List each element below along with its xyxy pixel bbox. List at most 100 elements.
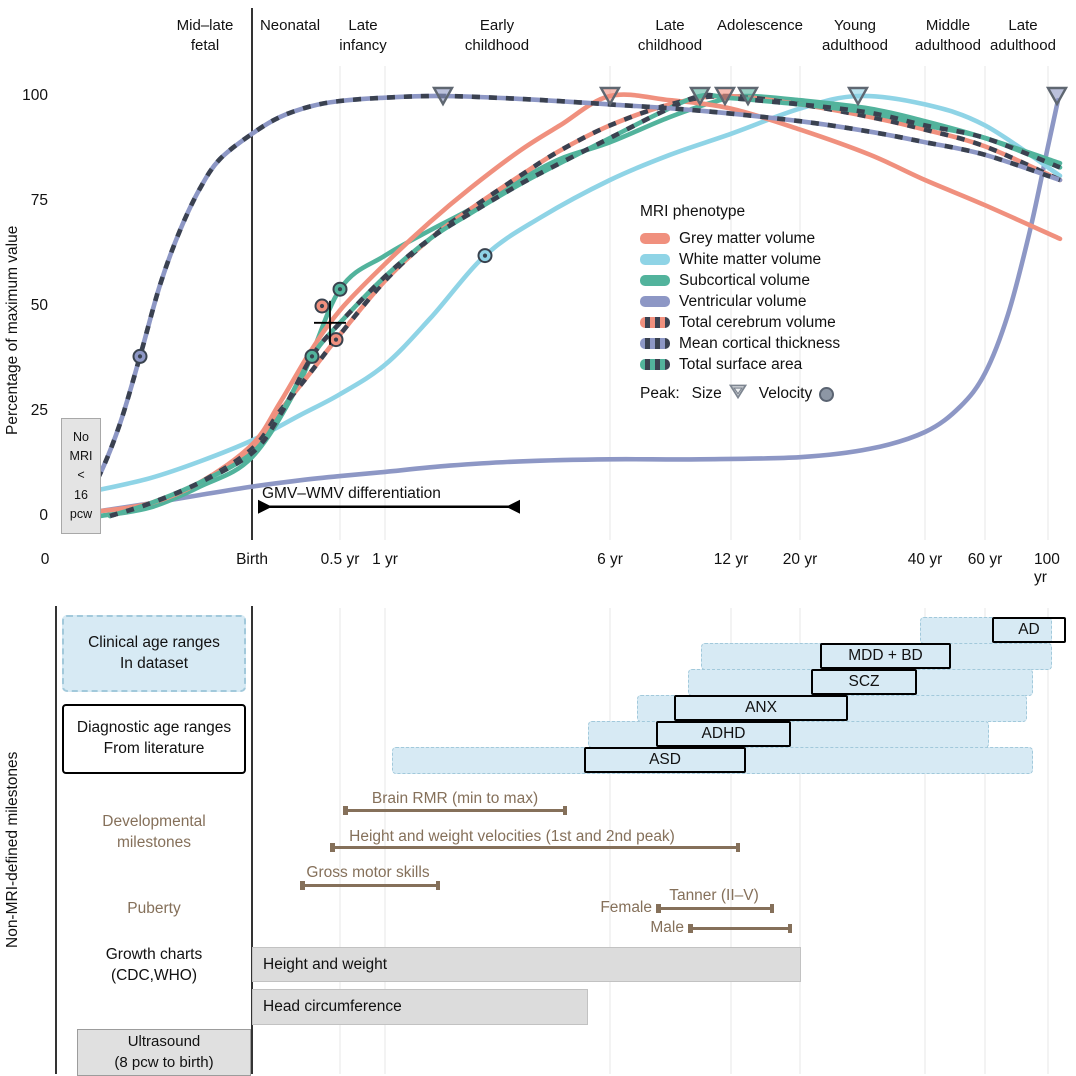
peak-size-marker-subcortical-volume <box>736 86 760 107</box>
striped-swatch-icon <box>640 338 670 349</box>
life-stage-label: Late infancy <box>339 17 387 54</box>
life-stage-label: Young adulthood <box>822 17 888 54</box>
x-tick-label: 40 yr <box>907 551 943 568</box>
y-tick-label: 50 <box>30 297 48 314</box>
solid-swatch-icon <box>640 254 670 265</box>
life-stage-label: Adolescence <box>717 17 803 34</box>
milestone-label-tanner-ii-v: Tanner (II–V) <box>669 887 759 904</box>
no-mri-note: No MRI < 16 pcw <box>61 418 101 534</box>
legend-item: White matter volume <box>640 249 840 270</box>
peak-velocity-center-total-cerebrum-volume <box>333 337 339 342</box>
legend-item: Grey matter volume <box>640 228 840 249</box>
life-stage-label: Middle adulthood <box>915 17 981 54</box>
life-stage-label: Neonatal <box>259 17 321 34</box>
milestone-range-brain-rmr-min-to-max <box>343 806 567 815</box>
x-tick-label: 12 yr <box>713 551 749 568</box>
clinical-age-ranges-legend: Clinical age ranges In dataset <box>62 615 246 692</box>
peak-velocity-center-grey-matter-volume <box>319 303 325 309</box>
curve-white-matter-volume <box>92 93 1063 494</box>
legend-item-label: Mean cortical thickness <box>679 334 841 352</box>
x-tick-label: 0 <box>40 551 50 568</box>
milestone-label-height-and-weight-velocities-1st-and-2nd-peak: Height and weight velocities (1st and 2n… <box>349 828 675 845</box>
peak-size-marker-grey-matter-volume <box>598 86 622 107</box>
diagnostic-age-ranges-legend: Diagnostic age ranges From literature <box>62 704 246 774</box>
peak-size-marker-total-cerebrum-volume <box>713 86 737 107</box>
legend-item: Total cerebrum volume <box>640 312 840 333</box>
x-tick-label: 100 yr <box>1034 551 1060 586</box>
solid-swatch-icon <box>640 296 670 307</box>
y-tick-label: 25 <box>30 402 48 419</box>
disorder-band-scz <box>688 669 1033 696</box>
legend-item: Subcortical volume <box>640 270 840 291</box>
milestone-label-gross-motor-skills: Gross motor skills <box>306 864 430 881</box>
peak-velocity-circle-icon <box>819 386 835 402</box>
legend-item: Mean cortical thickness <box>640 333 840 354</box>
legend-item-label: White matter volume <box>679 250 822 268</box>
mri-phenotype-legend: MRI phenotype Grey matter volume White ma… <box>640 203 840 404</box>
life-stage-label: Late adulthood <box>990 17 1056 54</box>
y-axis-label-top: Percentage of maximum value <box>4 225 21 435</box>
milestone-range-male <box>688 924 792 933</box>
striped-swatch-icon <box>640 359 670 370</box>
growth-bar-height-and-weight: Height and weight <box>252 947 801 982</box>
solid-swatch-icon <box>640 275 670 286</box>
x-tick-label: 1 yr <box>372 551 398 568</box>
peak-size-marker-ventricular-volume <box>1045 86 1069 107</box>
legend-item: Total surface area <box>640 354 840 375</box>
life-stage-label: Early childhood <box>464 17 530 54</box>
disorder-box-ad: AD <box>992 617 1066 643</box>
life-stage-label: Late childhood <box>637 17 703 54</box>
legend-item-label: Total cerebrum volume <box>679 313 836 331</box>
disorder-label: AD <box>1018 621 1040 638</box>
growth-bar-label: Height and weight <box>263 955 388 973</box>
x-tick-label: 20 yr <box>782 551 818 568</box>
disorder-band-adhd <box>588 721 989 748</box>
milestone-label-male: Male <box>650 919 684 936</box>
legend-item-label: Total surface area <box>679 355 803 373</box>
legend-item: Ventricular volume <box>640 291 840 312</box>
x-tick-label: 60 yr <box>967 551 1003 568</box>
curve-dash-total-surface-area <box>109 92 1061 519</box>
legend-title: MRI phenotype <box>640 203 746 220</box>
disorder-label: ADHD <box>701 725 746 742</box>
curve-dash-mean-cortical-thickness <box>78 93 1061 509</box>
legend-peak-row: Peak: Size Velocity <box>640 384 840 404</box>
disorder-label: ANX <box>745 699 777 716</box>
y-tick-label: 100 <box>22 87 48 104</box>
peak-velocity-label: Velocity <box>758 385 813 402</box>
puberty-label: Puberty <box>127 899 181 917</box>
y-axis-label-bottom: Non-MRI-defined milestones <box>4 751 21 949</box>
milestone-label-female: Female <box>600 899 652 916</box>
developmental-milestones-label: Developmental milestones <box>102 813 206 851</box>
milestone-label-brain-rmr-min-to-max: Brain RMR (min to max) <box>371 790 539 807</box>
x-tick-label: 0.5 yr <box>320 551 360 568</box>
ultrasound-box: Ultrasound (8 pcw to birth) <box>77 1029 251 1076</box>
curve-grey-matter-volume <box>92 92 1063 515</box>
life-stage-label: Mid–late fetal <box>176 17 234 54</box>
growth-bar-head-circumference: Head circumference <box>252 989 588 1025</box>
growth-bar-label: Head circumference <box>263 998 402 1015</box>
milestone-range-gross-motor-skills <box>300 881 440 890</box>
disorder-label: MDD + BD <box>848 647 923 664</box>
milestone-range-height-and-weight-velocities-1st-and-2nd-peak <box>330 843 740 852</box>
legend-item-label: Ventricular volume <box>679 292 807 310</box>
peak-velocity-center-total-surface-area <box>309 354 315 359</box>
disorder-box-scz: SCZ <box>811 669 917 695</box>
peak-label: Peak: <box>640 385 680 402</box>
curve-total-cerebrum-volume <box>107 93 1063 519</box>
disorder-box-mdd-bd: MDD + BD <box>820 643 951 669</box>
peak-size-label: Size <box>691 385 722 402</box>
peak-velocity-center-subcortical-volume <box>337 287 343 292</box>
legend-items: Grey matter volume White matter volume Sub… <box>640 228 840 375</box>
legend-item-label: Grey matter volume <box>679 229 816 247</box>
y-tick-label: 75 <box>30 192 48 209</box>
legend-item-label: Subcortical volume <box>679 271 810 289</box>
disorder-label: ASD <box>649 751 681 768</box>
gmv-wmv-range-cap <box>258 499 272 514</box>
peak-size-marker-total-surface-area <box>688 86 712 107</box>
peak-size-marker-mean-cortical-thickness <box>431 86 455 107</box>
x-tick-label: 6 yr <box>597 551 623 568</box>
striped-swatch-icon <box>640 317 670 328</box>
growth-charts-label: Growth charts (CDC,WHO) <box>105 946 203 984</box>
